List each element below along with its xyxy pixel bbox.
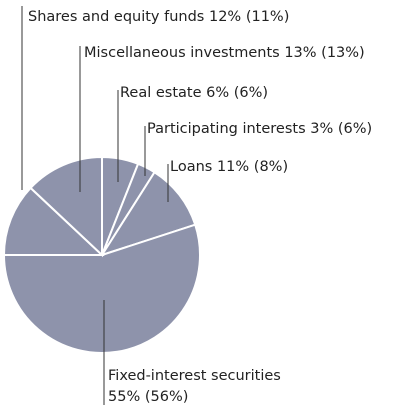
percent-label: (56%) bbox=[144, 389, 189, 405]
slice-label: Fixed-interest securities 55% (56%) bbox=[108, 366, 308, 407]
category-name: Shares and equity funds bbox=[28, 9, 205, 25]
category-name: Loans bbox=[170, 159, 213, 175]
pie-slice bbox=[99, 170, 197, 257]
pie-slice bbox=[29, 155, 103, 258]
slice-label: Miscellaneous investments 13% (13%) bbox=[84, 43, 365, 64]
percent-label: (8%) bbox=[253, 159, 289, 175]
percent-label: 12% bbox=[208, 9, 242, 25]
slice-label: Real estate 6% (6%) bbox=[120, 83, 268, 104]
percent-label: (13%) bbox=[321, 45, 365, 61]
percent-label: 3% bbox=[310, 121, 334, 137]
slice-label: Participating interests 3% (6%) bbox=[147, 119, 372, 140]
category-name: Fixed-interest securities bbox=[108, 368, 281, 384]
percent-label: 13% bbox=[284, 45, 317, 61]
percent-label: (6%) bbox=[337, 121, 373, 137]
slice-label: Loans 11% (8%) bbox=[170, 157, 288, 178]
category-name: Participating interests bbox=[147, 121, 306, 137]
slice-label: Shares and equity funds 12% (11%) bbox=[28, 7, 289, 28]
percent-label: (6%) bbox=[233, 85, 269, 101]
percent-label: (11%) bbox=[245, 9, 290, 25]
category-name: Real estate bbox=[120, 85, 202, 101]
percent-label: 11% bbox=[216, 159, 250, 175]
percent-label: 6% bbox=[206, 85, 230, 101]
pie-slice bbox=[2, 223, 201, 354]
category-name: Miscellaneous investments bbox=[84, 45, 280, 61]
pie-slice bbox=[2, 186, 105, 256]
percent-label: 55% bbox=[108, 389, 141, 405]
